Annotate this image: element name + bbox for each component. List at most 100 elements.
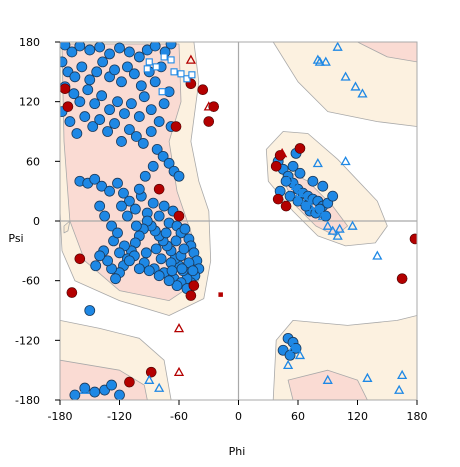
residue-point <box>173 170 185 182</box>
outlier-point <box>145 366 157 378</box>
residue-point <box>104 185 115 197</box>
glycine-point <box>282 359 294 370</box>
glycine-outlier-point <box>203 101 214 111</box>
residue-point <box>133 263 145 275</box>
residue-point <box>145 126 157 137</box>
residue-point <box>109 64 120 76</box>
residue-point <box>84 44 96 56</box>
residue-point <box>166 265 178 277</box>
residue-point <box>116 200 127 212</box>
residue-point <box>170 235 182 247</box>
x-tick-label: -180 <box>48 410 73 423</box>
glycine-point <box>317 210 328 220</box>
residue-point <box>160 227 172 239</box>
residue-point <box>122 210 133 222</box>
residue-point <box>147 160 159 172</box>
residue-point <box>135 80 147 92</box>
outlier-point <box>197 84 209 96</box>
residue-point <box>130 131 142 142</box>
residue-point <box>139 170 151 182</box>
outlier-point <box>173 210 185 222</box>
residue-point <box>91 66 103 78</box>
residue-point <box>112 96 123 108</box>
outlier-point <box>396 273 408 284</box>
outlier-point <box>270 161 282 172</box>
glycine-outlier-point <box>277 148 288 158</box>
glycine-point <box>294 349 306 360</box>
residue-point <box>128 68 140 80</box>
residue-point <box>137 138 149 149</box>
residue-point <box>99 210 111 222</box>
residue-point <box>89 98 101 110</box>
glycine-point <box>372 250 383 260</box>
residue-point <box>153 270 165 282</box>
y-tick-label: 60 <box>26 155 40 168</box>
glycine-point <box>154 382 165 392</box>
outlier-point <box>294 143 306 154</box>
y-tick-label: 180 <box>19 36 40 49</box>
outlier-point <box>124 376 135 388</box>
proline-point <box>143 65 151 73</box>
residue-point <box>116 76 127 88</box>
region-core-9 <box>287 369 368 400</box>
data-points <box>60 42 417 400</box>
zero-crosshair-lines <box>60 42 417 400</box>
glycine-point <box>320 56 331 66</box>
residue-point <box>79 111 91 122</box>
outlier-point <box>409 233 417 245</box>
glycine-point <box>332 230 343 240</box>
outlier-point <box>208 101 220 112</box>
residue-point <box>145 104 157 116</box>
residue-point <box>106 379 117 391</box>
x-tick-label: 60 <box>291 410 305 423</box>
y-tick-label: 0 <box>33 215 40 228</box>
glycine-point <box>310 205 321 215</box>
residue-point <box>133 111 145 122</box>
outlier-point <box>185 290 197 301</box>
residue-point <box>179 223 191 235</box>
x-tick-label: -60 <box>170 410 188 423</box>
glycine-point <box>287 342 299 353</box>
residue-point <box>317 180 329 192</box>
outlier-point <box>60 83 71 95</box>
residue-point <box>89 173 101 185</box>
residue-point <box>102 255 113 267</box>
y-tick-label: -180 <box>15 394 40 407</box>
outlier-point <box>66 287 78 298</box>
residue-point <box>84 305 96 316</box>
y-tick-label: 120 <box>19 96 40 109</box>
residue-point <box>147 197 159 209</box>
glycine-point <box>340 155 351 166</box>
residue-point <box>69 71 81 83</box>
x-axis-label: Phi <box>229 445 246 458</box>
outlier-point <box>170 121 182 132</box>
residue-point <box>112 227 123 239</box>
residue-point <box>118 187 129 199</box>
glycine-outlier-point <box>173 323 185 333</box>
residue-point <box>114 389 125 400</box>
residue-point <box>133 183 145 195</box>
residue-point <box>66 46 78 58</box>
residue-point <box>284 190 296 202</box>
residue-point <box>124 255 135 267</box>
glycine-point <box>362 372 373 382</box>
residue-point <box>171 280 183 292</box>
residue-point <box>124 46 135 58</box>
proline-outlier-point <box>218 292 223 297</box>
proline-point <box>188 71 196 79</box>
glycine-point <box>294 187 306 198</box>
residue-point <box>287 160 299 172</box>
x-axis-ticks: -180 -120 -60 0 60 120 180 <box>48 400 428 423</box>
glycine-point <box>347 220 358 230</box>
residue-point <box>178 243 190 255</box>
glycine-point <box>322 374 333 384</box>
residue-point <box>97 56 109 68</box>
residue-point <box>96 90 108 102</box>
residue-point <box>60 56 68 68</box>
residue-point <box>187 265 199 277</box>
proline-point <box>160 53 168 61</box>
residue-point <box>151 143 163 155</box>
residue-point <box>69 389 81 400</box>
residue-point <box>96 180 108 192</box>
